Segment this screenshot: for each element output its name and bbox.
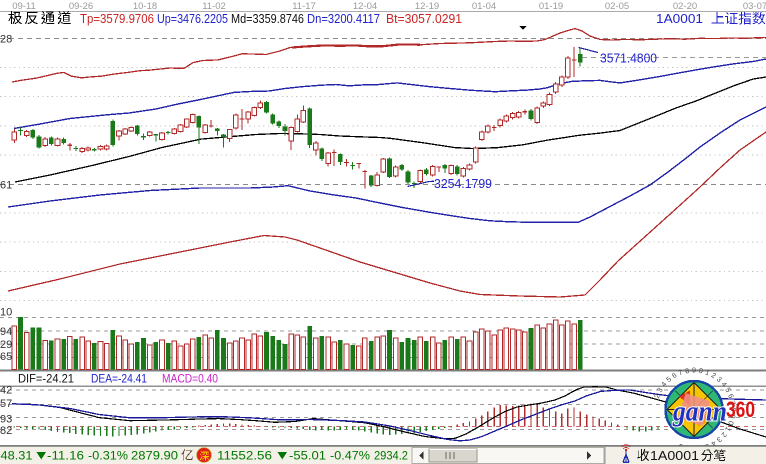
svg-text:-55.01: -55.01 bbox=[289, 449, 326, 463]
svg-text:82: 82 bbox=[0, 425, 12, 437]
svg-text:10: 10 bbox=[0, 307, 12, 319]
svg-text:0: 0 bbox=[698, 366, 704, 376]
svg-text:2879.90: 2879.90 bbox=[131, 449, 178, 463]
svg-text:1A0001: 1A0001 bbox=[656, 11, 703, 26]
svg-text:4: 4 bbox=[659, 380, 668, 389]
svg-text:4: 4 bbox=[719, 380, 728, 389]
svg-text:1: 1 bbox=[704, 368, 711, 378]
svg-text:28: 28 bbox=[0, 34, 12, 46]
svg-text:3: 3 bbox=[715, 435, 724, 444]
svg-text:DEA=-24.41: DEA=-24.41 bbox=[91, 372, 147, 386]
svg-text:93: 93 bbox=[0, 414, 12, 426]
svg-text:7: 7 bbox=[728, 400, 738, 406]
svg-text:Bt=3057.0291: Bt=3057.0291 bbox=[386, 12, 462, 26]
svg-text:0: 0 bbox=[726, 420, 736, 427]
svg-text:Md=3359.8746: Md=3359.8746 bbox=[231, 12, 304, 26]
svg-text:09-26: 09-26 bbox=[69, 1, 93, 12]
svg-text:5: 5 bbox=[723, 386, 733, 394]
svg-text:6: 6 bbox=[726, 393, 736, 400]
svg-text:Dn=3200.4117: Dn=3200.4117 bbox=[307, 12, 380, 26]
svg-text:gann: gann bbox=[672, 396, 727, 428]
svg-text:Up=3476.2205: Up=3476.2205 bbox=[157, 12, 228, 26]
svg-text:1A0001: 1A0001 bbox=[650, 448, 699, 463]
svg-text:01-19: 01-19 bbox=[539, 1, 563, 12]
svg-text:6: 6 bbox=[670, 370, 678, 380]
svg-text:12-04: 12-04 bbox=[353, 1, 377, 12]
svg-text:2934.2: 2934.2 bbox=[374, 449, 408, 463]
svg-text:2: 2 bbox=[719, 430, 728, 439]
svg-text:-11.16: -11.16 bbox=[47, 449, 84, 463]
svg-text:9: 9 bbox=[692, 366, 696, 375]
svg-text:-0.47%: -0.47% bbox=[330, 449, 370, 463]
svg-text:94: 94 bbox=[0, 326, 12, 338]
svg-text:03-07: 03-07 bbox=[743, 1, 766, 12]
svg-text:61: 61 bbox=[0, 180, 12, 192]
svg-text:7: 7 bbox=[677, 368, 684, 378]
svg-text:DIF=-24.21: DIF=-24.21 bbox=[18, 372, 74, 386]
svg-text:11-02: 11-02 bbox=[202, 1, 226, 12]
svg-text:4: 4 bbox=[710, 439, 718, 449]
svg-text:8: 8 bbox=[684, 366, 690, 376]
svg-text:3254.1799: 3254.1799 bbox=[434, 176, 492, 191]
svg-text:Tp=3579.9706: Tp=3579.9706 bbox=[80, 12, 154, 26]
svg-text:3: 3 bbox=[655, 386, 665, 394]
svg-text:42: 42 bbox=[0, 385, 12, 397]
svg-text:02-20: 02-20 bbox=[673, 1, 697, 12]
svg-text:11552.56: 11552.56 bbox=[217, 449, 272, 463]
svg-text:3571.4800: 3571.4800 bbox=[600, 51, 657, 66]
svg-text:29: 29 bbox=[0, 339, 12, 351]
svg-text:1: 1 bbox=[723, 425, 733, 433]
svg-text:65: 65 bbox=[0, 351, 12, 363]
svg-text:01-04: 01-04 bbox=[472, 1, 496, 12]
svg-text:9: 9 bbox=[728, 414, 738, 420]
svg-text:11-17: 11-17 bbox=[292, 1, 316, 12]
svg-text:10-18: 10-18 bbox=[133, 1, 157, 12]
svg-text:2: 2 bbox=[710, 370, 718, 380]
svg-text:12-19: 12-19 bbox=[415, 1, 439, 12]
svg-text:09-11: 09-11 bbox=[12, 1, 36, 12]
svg-text:57: 57 bbox=[0, 398, 12, 410]
svg-text:48.31: 48.31 bbox=[1, 449, 33, 463]
svg-text:2: 2 bbox=[652, 393, 662, 400]
svg-text:02-05: 02-05 bbox=[605, 1, 629, 12]
svg-text:8: 8 bbox=[729, 408, 738, 412]
svg-text:3: 3 bbox=[715, 375, 724, 384]
svg-text:-0.31%: -0.31% bbox=[88, 449, 128, 463]
svg-text:360: 360 bbox=[726, 397, 755, 422]
svg-text:5: 5 bbox=[664, 375, 673, 384]
svg-text:MACD=0.40: MACD=0.40 bbox=[162, 372, 218, 386]
